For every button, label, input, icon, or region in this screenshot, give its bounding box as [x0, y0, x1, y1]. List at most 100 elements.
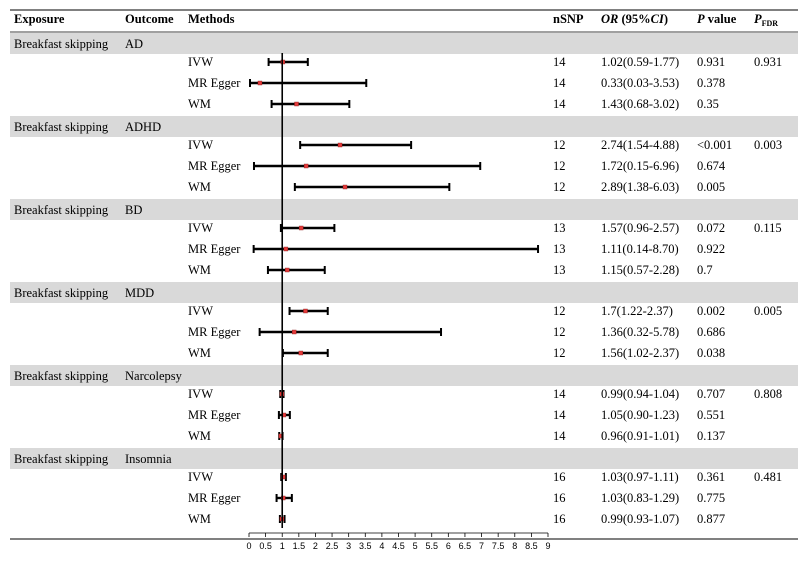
row-method: WM	[188, 97, 211, 111]
row-method: WM	[188, 429, 211, 443]
header-or-ci: OR (95%CI)	[601, 12, 668, 26]
row-pvalue: 0.35	[697, 97, 719, 111]
row-method: WM	[188, 346, 211, 360]
or-point-marker	[298, 225, 304, 231]
row-pvalue: 0.931	[697, 55, 725, 69]
group-outcome: MDD	[125, 286, 154, 300]
row-pvalue: 0.038	[697, 346, 725, 360]
header-or-italic: OR	[601, 12, 618, 26]
header-pfdr: PFDR	[754, 12, 778, 28]
header-exposure: Exposure	[14, 12, 65, 26]
group-exposure: Breakfast skipping	[14, 452, 109, 466]
row-or-ci: 0.99(0.93-1.07)	[601, 512, 679, 526]
row-nsnp: 14	[553, 97, 566, 111]
row-method: MR Egger	[188, 491, 241, 505]
row-pfdr: 0.931	[754, 55, 782, 69]
x-tick-label: 2	[313, 541, 318, 551]
row-method: IVW	[188, 470, 213, 484]
row-method: MR Egger	[188, 325, 241, 339]
header-pvalue-rest: value	[705, 12, 737, 26]
row-nsnp: 16	[553, 491, 566, 505]
or-point-marker	[291, 329, 297, 335]
header-pfdr-sub: FDR	[762, 19, 779, 28]
row-nsnp: 14	[553, 408, 566, 422]
row-or-ci: 1.02(0.59-1.77)	[601, 55, 679, 69]
row-method: IVW	[188, 221, 213, 235]
group-shade-band	[10, 448, 798, 469]
row-method: MR Egger	[188, 76, 241, 90]
row-pvalue: 0.922	[697, 242, 725, 256]
row-nsnp: 12	[553, 346, 566, 360]
group-outcome: AD	[125, 37, 143, 51]
x-tick-label: 0	[246, 541, 251, 551]
header-pfdr-p: P	[754, 12, 762, 26]
row-nsnp: 13	[553, 263, 566, 277]
row-nsnp: 14	[553, 429, 566, 443]
header-methods: Methods	[188, 12, 235, 26]
header-pvalue-p: P	[697, 12, 705, 26]
row-or-ci: 1.72(0.15-6.96)	[601, 159, 679, 173]
x-tick-label: 1	[280, 541, 285, 551]
row-method: WM	[188, 263, 211, 277]
header-or-close: )	[664, 12, 668, 26]
row-or-ci: 1.7(1.22-2.37)	[601, 304, 673, 318]
row-pvalue: <0.001	[697, 138, 732, 152]
group-exposure: Breakfast skipping	[14, 369, 109, 383]
row-nsnp: 13	[553, 221, 566, 235]
row-or-ci: 1.36(0.32-5.78)	[601, 325, 679, 339]
row-pvalue: 0.137	[697, 429, 725, 443]
x-tick-label: 0.5	[259, 541, 272, 551]
or-point-marker	[303, 308, 308, 314]
group-shade-band	[10, 199, 798, 220]
row-pvalue: 0.775	[697, 491, 725, 505]
row-pfdr: 0.481	[754, 470, 782, 484]
row-nsnp: 16	[553, 512, 566, 526]
row-or-ci: 2.74(1.54-4.88)	[601, 138, 679, 152]
row-pfdr: 0.115	[754, 221, 782, 235]
row-or-ci: 0.96(0.91-1.01)	[601, 429, 679, 443]
x-tick-label: 4	[379, 541, 384, 551]
row-or-ci: 2.89(1.38-6.03)	[601, 180, 679, 194]
x-tick-label: 8	[512, 541, 517, 551]
row-pvalue: 0.707	[697, 387, 725, 401]
row-or-ci: 0.99(0.94-1.04)	[601, 387, 679, 401]
row-pvalue: 0.877	[697, 512, 725, 526]
row-nsnp: 12	[553, 159, 566, 173]
or-point-marker	[257, 80, 263, 86]
x-tick-label: 5	[413, 541, 418, 551]
row-or-ci: 1.15(0.57-2.28)	[601, 263, 679, 277]
row-method: IVW	[188, 55, 213, 69]
row-method: MR Egger	[188, 408, 241, 422]
header-or-paren: (95%	[622, 12, 651, 26]
row-nsnp: 14	[553, 55, 566, 69]
row-method: WM	[188, 512, 211, 526]
x-tick-label: 7.5	[492, 541, 505, 551]
x-tick-label: 2.5	[326, 541, 339, 551]
x-tick-label: 5.5	[425, 541, 438, 551]
group-shade-band	[10, 116, 798, 137]
group-shade-band	[10, 365, 798, 386]
x-tick-label: 3.5	[359, 541, 372, 551]
row-or-ci: 0.33(0.03-3.53)	[601, 76, 679, 90]
group-exposure: Breakfast skipping	[14, 203, 109, 217]
row-pfdr: 0.003	[754, 138, 782, 152]
group-exposure: Breakfast skipping	[14, 286, 109, 300]
header-row: Exposure Outcome Methods nSNP OR (95%CI)…	[14, 12, 778, 28]
or-point-marker	[285, 267, 290, 273]
header-ci-italic: CI	[651, 12, 665, 26]
x-tick-label: 9	[545, 541, 550, 551]
or-point-marker	[342, 184, 348, 190]
x-tick-label: 3	[346, 541, 351, 551]
row-pvalue: 0.002	[697, 304, 725, 318]
group-outcome: ADHD	[125, 120, 161, 134]
row-method: IVW	[188, 304, 213, 318]
group-outcome: Narcolepsy	[125, 369, 183, 383]
row-or-ci: 1.56(1.02-2.37)	[601, 346, 679, 360]
header-outcome: Outcome	[125, 12, 174, 26]
row-pfdr: 0.005	[754, 304, 782, 318]
or-point-marker	[283, 246, 289, 252]
x-tick-label: 4.5	[392, 541, 405, 551]
or-point-marker	[281, 474, 286, 480]
group-shade-band	[10, 282, 798, 303]
